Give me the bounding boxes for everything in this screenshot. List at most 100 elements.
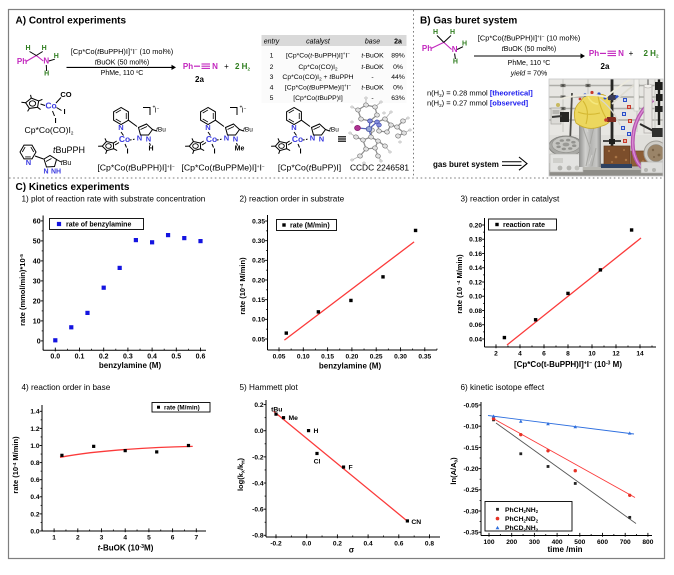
- svg-text:7: 7: [194, 535, 198, 542]
- svg-text:t-BuOK (10-3​M): t-BuOK (10-3​M): [98, 544, 154, 553]
- svg-text:4) reaction order in base: 4) reaction order in base: [22, 383, 111, 392]
- svg-text:0.04: 0.04: [469, 336, 482, 343]
- svg-text:2: 2: [76, 535, 80, 542]
- svg-text:0.0: 0.0: [302, 541, 311, 548]
- svg-text:40: 40: [33, 258, 41, 265]
- svg-text:N: N: [212, 62, 218, 71]
- svg-text:0.05: 0.05: [252, 336, 265, 343]
- svg-text:100: 100: [483, 539, 494, 546]
- svg-text:Cp*Co(CO)I2​: Cp*Co(CO)I2​: [298, 64, 338, 72]
- svg-text:Cp*Co(CO)I2​: Cp*Co(CO)I2​: [25, 125, 74, 136]
- svg-text:H: H: [54, 53, 59, 60]
- svg-text:Cl: Cl: [314, 459, 321, 466]
- svg-text:0.2: 0.2: [99, 354, 109, 361]
- svg-text:30: 30: [33, 278, 41, 285]
- svg-text:0.10: 0.10: [252, 317, 265, 324]
- svg-text:6) kinetic isotope effect: 6) kinetic isotope effect: [461, 383, 545, 392]
- svg-text:-0.30: -0.30: [463, 508, 478, 515]
- svg-text:rate of benzylamine: rate of benzylamine: [66, 222, 131, 229]
- svg-text:2) reaction order in substrate: 2) reaction order in substrate: [240, 195, 345, 204]
- svg-text:[Cp*Co(tBuPP)I]: [Cp*Co(tBuPP)I]: [278, 163, 341, 173]
- svg-text:+: +: [629, 49, 634, 58]
- svg-text:tBuOK (50 mol%): tBuOK (50 mol%): [95, 60, 149, 67]
- svg-text:0.10: 0.10: [469, 294, 482, 301]
- svg-text:0.20: 0.20: [469, 222, 482, 229]
- svg-text:-0.35: -0.35: [463, 530, 478, 537]
- svg-text:H: H: [25, 45, 30, 52]
- svg-text:0%: 0%: [393, 64, 403, 71]
- svg-text:1.2: 1.2: [30, 426, 39, 433]
- svg-text:H: H: [450, 29, 455, 36]
- svg-text:2a: 2a: [601, 62, 610, 71]
- svg-text:-: -: [371, 95, 373, 102]
- svg-text:I: I: [126, 147, 128, 156]
- svg-text:Cp*Co(CO)I2​ + tBuPPH: Cp*Co(CO)I2​ + tBuPPH: [282, 74, 353, 82]
- svg-text:N: N: [137, 134, 142, 143]
- svg-text:89%: 89%: [391, 53, 405, 60]
- svg-text:N: N: [118, 123, 123, 132]
- svg-text:t-BuOK: t-BuOK: [361, 85, 384, 92]
- svg-text:1: 1: [270, 53, 274, 60]
- svg-text:PhCH2​NH2​: PhCH2​NH2​: [505, 507, 539, 514]
- svg-text:700: 700: [620, 539, 631, 546]
- svg-text:N: N: [291, 123, 296, 132]
- svg-text:A) Control experiments: A) Control experiments: [16, 16, 127, 27]
- svg-text:0.6: 0.6: [394, 541, 403, 548]
- svg-text:0.1: 0.1: [75, 354, 85, 361]
- svg-text:t-BuOK: t-BuOK: [361, 64, 384, 71]
- svg-text:5) Hammett plot: 5) Hammett plot: [240, 383, 299, 392]
- svg-text:reaction rate: reaction rate: [503, 222, 545, 229]
- svg-text:N: N: [233, 135, 238, 144]
- svg-text:H: H: [44, 71, 49, 78]
- svg-text:5: 5: [270, 95, 274, 102]
- svg-text:N: N: [43, 169, 48, 176]
- svg-text:0.20: 0.20: [252, 277, 265, 284]
- svg-text:0.30: 0.30: [252, 238, 265, 245]
- svg-text:0.4: 0.4: [30, 494, 39, 501]
- svg-text:Ph: Ph: [589, 49, 599, 58]
- svg-text:0.5: 0.5: [171, 354, 181, 361]
- svg-text:1.4: 1.4: [30, 409, 39, 416]
- svg-text:Co: Co: [45, 101, 56, 111]
- svg-text:1.0: 1.0: [30, 443, 39, 450]
- svg-text:2a: 2a: [195, 75, 204, 84]
- svg-text:H: H: [314, 428, 319, 435]
- svg-text:12: 12: [612, 351, 620, 358]
- svg-text:tBu: tBu: [156, 127, 166, 134]
- svg-text:N: N: [43, 57, 49, 66]
- svg-text:σ: σ: [349, 546, 355, 555]
- svg-text:I: I: [63, 107, 65, 116]
- svg-text:tBu: tBu: [329, 127, 339, 134]
- svg-text:50: 50: [33, 238, 41, 245]
- svg-text:CO: CO: [60, 90, 71, 99]
- svg-text:N: N: [452, 45, 458, 54]
- svg-text:H: H: [42, 45, 47, 52]
- svg-text:time /min: time /min: [547, 545, 582, 554]
- svg-text:0.18: 0.18: [469, 237, 482, 244]
- svg-text:H: H: [433, 29, 438, 36]
- svg-text:10: 10: [588, 351, 596, 358]
- svg-text:2a: 2a: [394, 39, 402, 46]
- svg-text:600: 600: [597, 539, 608, 546]
- svg-text:tBuPPH: tBuPPH: [53, 145, 85, 155]
- svg-text:2: 2: [270, 64, 274, 71]
- svg-text:Ph: Ph: [422, 44, 432, 53]
- svg-text:3: 3: [270, 74, 274, 81]
- svg-text:0: 0: [37, 338, 41, 345]
- svg-text:N: N: [618, 49, 624, 58]
- svg-text:[Cp*Co(tBuPPH)I]+​I−​ (10 mol%: [Cp*Co(tBuPPH)I]+​I−​ (10 mol%): [71, 47, 173, 56]
- svg-text:tBuOK (50 mol%): tBuOK (50 mol%): [502, 46, 556, 53]
- svg-text:N: N: [26, 158, 31, 167]
- svg-text:0.3: 0.3: [123, 354, 133, 361]
- svg-text:0.05: 0.05: [273, 354, 286, 361]
- svg-text:Co: Co: [292, 134, 303, 144]
- svg-text:Ph: Ph: [183, 62, 193, 71]
- svg-text:CCDC 2246581: CCDC 2246581: [350, 163, 409, 173]
- svg-text:0.25: 0.25: [370, 354, 383, 361]
- svg-text:t-BuOK: t-BuOK: [361, 53, 384, 60]
- svg-text:-0.2: -0.2: [252, 454, 264, 461]
- svg-text:1: 1: [52, 535, 56, 542]
- svg-text:0.16: 0.16: [469, 251, 482, 258]
- svg-text:0.25: 0.25: [252, 258, 265, 265]
- svg-text:5: 5: [147, 535, 151, 542]
